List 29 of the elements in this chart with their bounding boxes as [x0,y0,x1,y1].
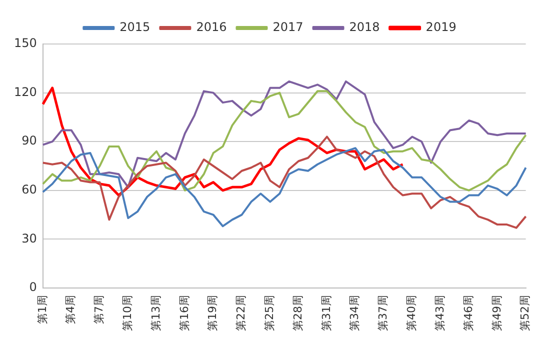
x-tick-label: 第25周 [263,295,276,332]
x-tick-label: 第10周 [120,295,134,332]
y-tick-label: 60 [22,182,37,197]
y-tick-label: 120 [14,84,37,99]
x-tick-label: 第16周 [178,295,191,332]
x-tick-label: 第46周 [462,295,475,332]
x-tick-label: 第40周 [405,295,418,332]
x-tick-label: 第4周 [64,295,78,324]
x-tick-label: 第13周 [149,295,162,332]
x-tick-label: 第7周 [92,295,106,324]
x-tick-label: 第19周 [206,295,220,332]
x-tick-label: 第49周 [490,295,504,332]
legend-label: 2019 [426,20,456,34]
x-tick-label: 第37周 [376,295,390,332]
x-tick-label: 第34周 [348,295,362,332]
y-tick-label: 150 [14,36,37,50]
y-tick-label: 90 [22,134,37,148]
x-tick-label: 第22周 [234,295,248,332]
legend-label: 2017 [272,20,304,34]
legend-label: 2016 [196,20,227,34]
x-tick-label: 第43周 [433,295,446,332]
y-tick-label: 0 [29,280,37,294]
x-tick-label: 第28周 [291,295,304,332]
x-tick-label: 第1周 [36,295,49,324]
legend-label: 2018 [349,20,380,34]
x-tick-label: 第31周 [320,295,333,332]
legend-label: 2015 [120,20,150,34]
y-tick-label: 30 [22,231,37,246]
x-tick-label: 第52周 [518,295,532,332]
